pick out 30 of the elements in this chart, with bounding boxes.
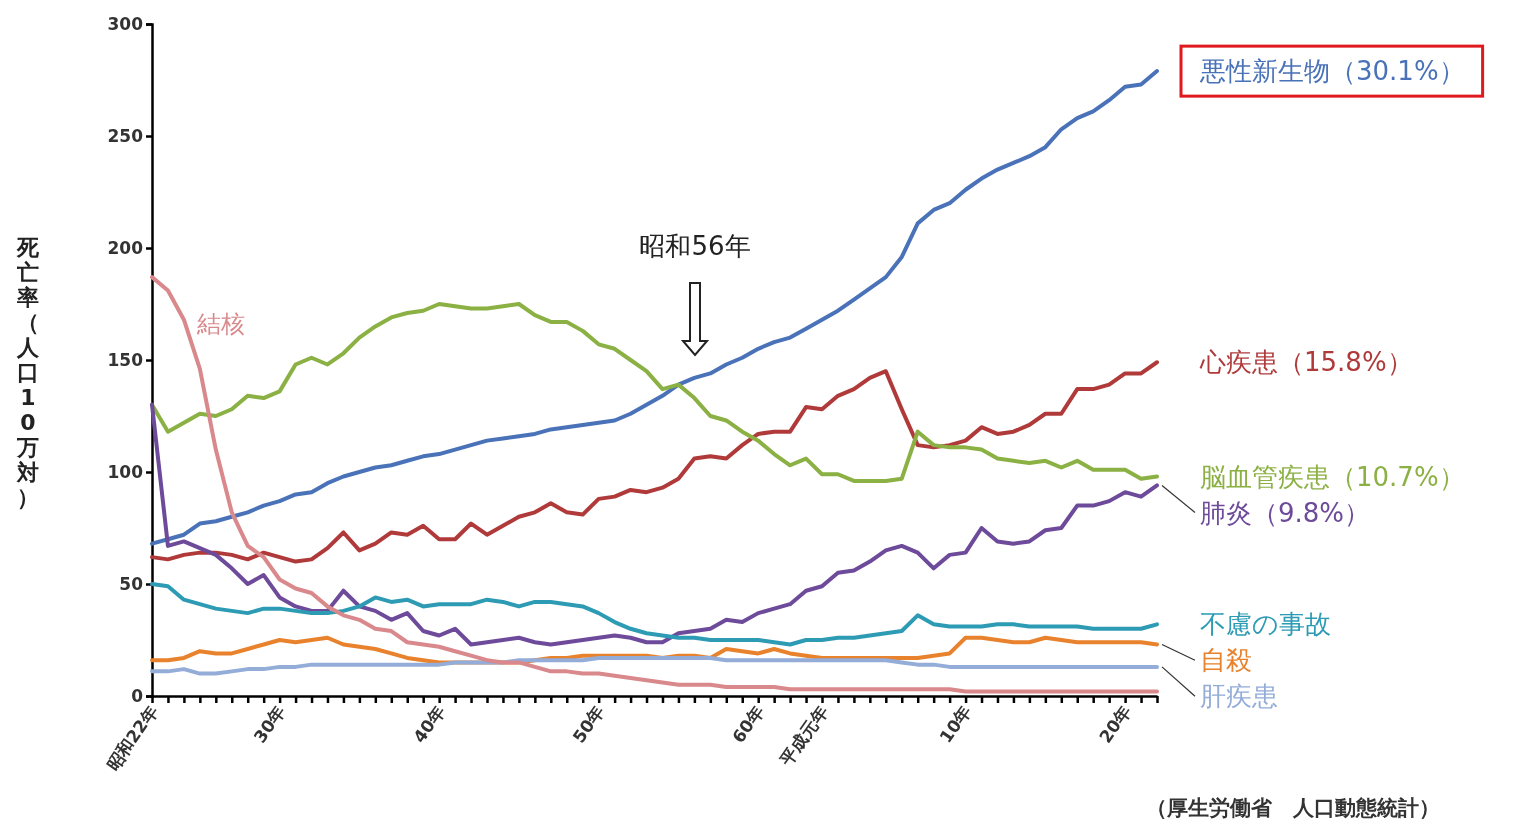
y-tick-label: 300 bbox=[107, 13, 144, 34]
series-label: 肺炎（9.8%） bbox=[1200, 497, 1371, 528]
line-series bbox=[150, 275, 1159, 694]
x-tick-label: 50年 bbox=[568, 701, 609, 747]
annotation: 昭和56年 bbox=[639, 231, 751, 261]
series-label: 脳血管疾患（10.7%） bbox=[1200, 461, 1465, 492]
y-tick-label: 50 bbox=[119, 573, 144, 594]
line-series bbox=[150, 360, 1159, 564]
line-series bbox=[150, 402, 1159, 647]
text: 死亡率（人口10万対） bbox=[17, 235, 39, 510]
y-tick-label: 100 bbox=[107, 461, 144, 482]
text: （厚生労働省 人口動態統計） bbox=[1146, 796, 1440, 820]
series-label: 結核 bbox=[196, 310, 245, 339]
series-label: 不慮の事故 bbox=[1200, 609, 1331, 640]
y-tick-label: 250 bbox=[107, 125, 144, 146]
x-tick-label: 60年 bbox=[728, 701, 768, 747]
line-series bbox=[150, 69, 1159, 546]
line-series bbox=[150, 582, 1159, 647]
x-tick-label: 40年 bbox=[409, 701, 449, 747]
x-tick-label: 平成元年 bbox=[775, 701, 832, 770]
series-label: 心疾患（15.8%） bbox=[1199, 347, 1413, 378]
x-tick-label: 20年 bbox=[1095, 701, 1135, 747]
y-tick-label: 200 bbox=[107, 237, 144, 258]
x-tick-label: 10年 bbox=[935, 701, 976, 747]
series-label: 肝疾患 bbox=[1200, 681, 1278, 712]
line-series bbox=[150, 655, 1159, 676]
series-label: 悪性新生物（30.1%） bbox=[1199, 56, 1465, 87]
y-tick-label: 150 bbox=[107, 349, 144, 370]
series-label: 自殺 bbox=[1200, 645, 1252, 676]
x-tick-label: 30年 bbox=[249, 701, 290, 747]
